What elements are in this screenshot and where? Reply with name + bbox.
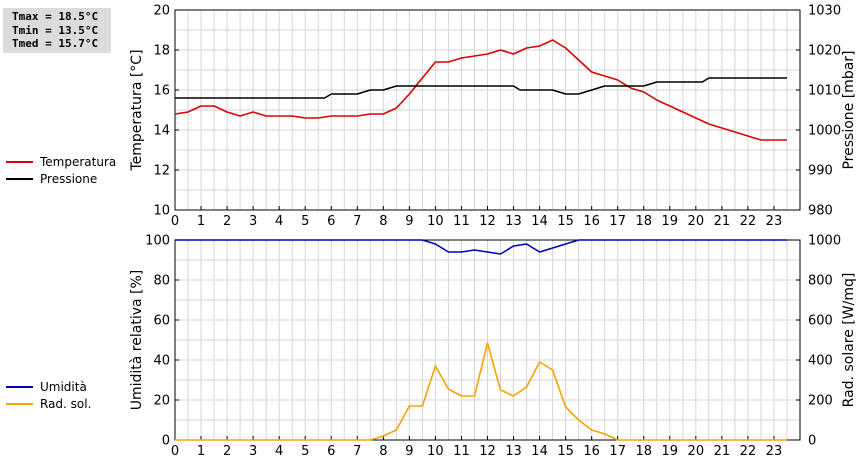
y2-tick-label: 1020: [808, 44, 841, 59]
x-tick-label: 14: [531, 214, 548, 229]
legend-label-temperatura: Temperatura: [40, 154, 117, 169]
x-tick-label: 20: [688, 214, 705, 229]
x-tick-label: 12: [479, 214, 496, 229]
x-tick-label: 12: [479, 444, 496, 459]
x-tick-label: 9: [405, 214, 413, 229]
y-tick-label: 100: [145, 234, 170, 249]
legend-item-umidita: Umidità: [6, 378, 91, 395]
x-tick-label: 23: [766, 444, 783, 459]
x-tick-label: 17: [609, 444, 626, 459]
y2-tick-label: 1030: [808, 4, 841, 19]
y2-tick-label: 980: [808, 204, 833, 219]
x-tick-label: 5: [301, 444, 309, 459]
x-tick-label: 18: [635, 214, 652, 229]
x-tick-label: 23: [766, 214, 783, 229]
legend-bottom: Umidità Rad. sol.: [6, 378, 91, 412]
legend-top: Temperatura Pressione: [6, 153, 116, 187]
x-tick-label: 6: [327, 214, 335, 229]
x-tick-label: 5: [301, 214, 309, 229]
x-tick-label: 11: [453, 444, 470, 459]
x-tick-label: 13: [505, 444, 522, 459]
x-tick-label: 21: [714, 444, 731, 459]
x-tick-label: 8: [379, 214, 387, 229]
legend-swatch-pressione: [6, 177, 33, 180]
x-tick-label: 6: [327, 444, 335, 459]
y-tick-label: 40: [153, 354, 170, 369]
x-tick-label: 7: [353, 214, 361, 229]
x-tick-label: 21: [714, 214, 731, 229]
y2-tick-label: 990: [808, 164, 833, 179]
x-tick-label: 20: [688, 444, 705, 459]
y2-tick-label: 600: [808, 314, 833, 329]
y-tick-label: 14: [153, 124, 170, 139]
x-tick-label: 14: [531, 444, 548, 459]
tmed-text: Tmed = 15.7°C: [12, 37, 99, 50]
top-y2-axis-label: Pressione [mbar]: [841, 50, 857, 169]
legend-item-pressione: Pressione: [6, 170, 116, 187]
x-tick-label: 0: [171, 214, 179, 229]
x-tick-label: 13: [505, 214, 522, 229]
x-tick-label: 8: [379, 444, 387, 459]
x-tick-label: 22: [740, 214, 757, 229]
legend-swatch-radsol: [6, 402, 33, 405]
x-tick-label: 2: [223, 444, 231, 459]
y2-tick-label: 0: [808, 434, 816, 449]
bottom-y-axis-label: Umidità relativa [%]: [129, 270, 145, 411]
series-line-umidit: [175, 239, 787, 255]
x-tick-label: 16: [583, 214, 600, 229]
y2-tick-label: 200: [808, 394, 833, 409]
x-tick-label: 10: [427, 214, 444, 229]
legend-label-umidita: Umidità: [40, 379, 87, 394]
legend-swatch-temperatura: [6, 160, 33, 163]
series-line-temperatura: [174, 39, 787, 141]
x-tick-label: 15: [557, 214, 574, 229]
x-tick-label: 4: [275, 444, 283, 459]
y-tick-label: 80: [153, 274, 170, 289]
legend-swatch-umidita: [6, 385, 33, 388]
x-tick-label: 19: [662, 214, 679, 229]
y-tick-label: 20: [153, 394, 170, 409]
y-tick-label: 0: [162, 434, 170, 449]
legend-item-temperatura: Temperatura: [6, 153, 116, 170]
x-tick-label: 1: [197, 214, 205, 229]
y2-tick-label: 1000: [808, 124, 841, 139]
x-tick-label: 3: [249, 214, 257, 229]
stats-box: Tmax = 18.5°C Tmin = 13.5°C Tmed = 15.7°…: [3, 8, 111, 53]
series-line-rad-sol: [175, 342, 787, 441]
x-tick-label: 10: [427, 444, 444, 459]
series-line-pressione: [175, 77, 787, 99]
x-tick-label: 16: [583, 444, 600, 459]
x-tick-label: 15: [557, 444, 574, 459]
legend-label-radsol: Rad. sol.: [40, 396, 92, 411]
x-tick-label: 17: [609, 214, 626, 229]
y-tick-label: 60: [153, 314, 170, 329]
tmax-text: Tmax = 18.5°C: [12, 10, 99, 23]
x-tick-label: 4: [275, 214, 283, 229]
x-tick-label: 1: [197, 444, 205, 459]
y2-tick-label: 1010: [808, 84, 841, 99]
y-tick-label: 18: [153, 44, 170, 59]
y2-tick-label: 1000: [808, 234, 841, 249]
x-tick-label: 0: [171, 444, 179, 459]
legend-item-radsol: Rad. sol.: [6, 395, 91, 412]
x-tick-label: 11: [453, 214, 470, 229]
y-tick-label: 20: [153, 4, 170, 19]
x-tick-label: 3: [249, 444, 257, 459]
x-tick-label: 9: [405, 444, 413, 459]
x-tick-label: 2: [223, 214, 231, 229]
y-tick-label: 10: [153, 204, 170, 219]
y-tick-label: 12: [153, 164, 170, 179]
x-tick-label: 7: [353, 444, 361, 459]
y-tick-label: 16: [153, 84, 170, 99]
y2-tick-label: 800: [808, 274, 833, 289]
x-tick-label: 19: [662, 444, 679, 459]
legend-label-pressione: Pressione: [40, 171, 98, 186]
x-tick-label: 18: [635, 444, 652, 459]
tmin-text: Tmin = 13.5°C: [12, 23, 99, 37]
top-y-axis-label: Temperatura [°C]: [129, 49, 145, 171]
y2-tick-label: 400: [808, 354, 833, 369]
x-tick-label: 22: [740, 444, 757, 459]
bottom-y2-axis-label: Rad. solare [W/mq]: [841, 273, 857, 408]
